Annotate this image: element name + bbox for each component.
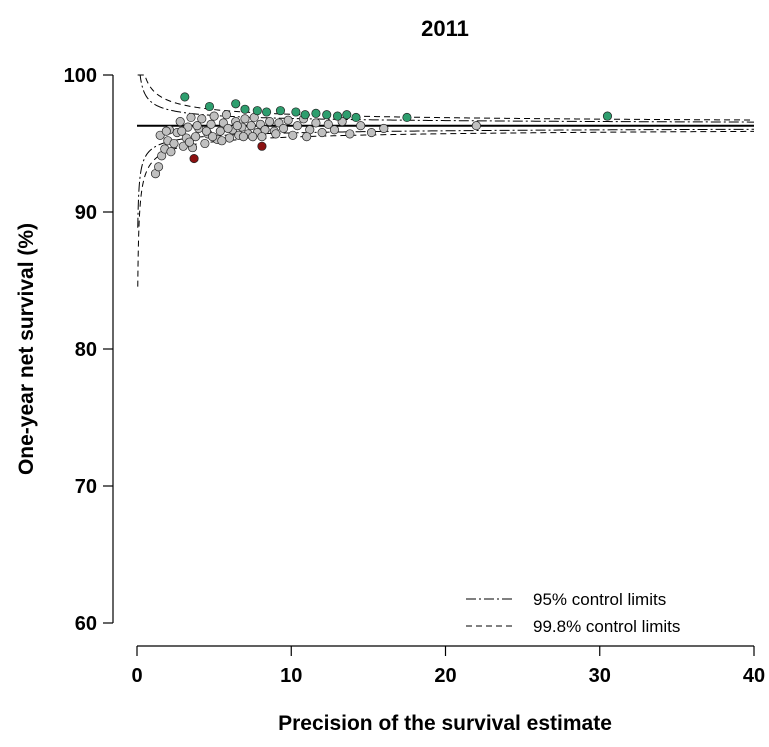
data-point: [175, 117, 185, 127]
y-tick-label: 90: [75, 202, 97, 224]
y-tick-label: 70: [75, 476, 97, 498]
x-tick-label: 10: [280, 665, 302, 687]
data-point: [288, 130, 298, 140]
y-axis-label: One-year net survival (%): [15, 223, 38, 475]
data-point: [322, 110, 332, 120]
data-point: [300, 110, 310, 120]
data-point: [248, 132, 258, 142]
data-point: [257, 141, 267, 151]
data-point: [271, 129, 281, 139]
data-point: [221, 110, 232, 120]
data-point: [252, 106, 262, 116]
control-limit-lines: [137, 74, 755, 287]
data-point: [200, 138, 210, 149]
data-point: [217, 136, 227, 146]
legend-label-95: 95% control limits: [533, 590, 666, 609]
data-point: [342, 110, 352, 120]
data-point: [189, 154, 199, 164]
y-tick-label: 100: [64, 65, 97, 87]
data-point: [180, 92, 190, 102]
data-point: [177, 126, 187, 136]
data-point: [356, 121, 366, 131]
data-point: [379, 123, 389, 133]
data-point: [317, 127, 327, 138]
data-point: [161, 126, 171, 136]
y-tick-label: 60: [75, 613, 97, 635]
data-point: [197, 114, 207, 124]
data-point: [209, 111, 219, 121]
data-point: [246, 121, 256, 131]
data-point: [302, 132, 312, 142]
data-point: [192, 121, 202, 131]
data-point: [208, 132, 218, 142]
data-point: [265, 117, 275, 127]
data-point: [471, 121, 481, 131]
x-tick-label: 20: [434, 665, 456, 687]
data-point: [201, 126, 211, 136]
legend: 95% control limits 99.8% control limits: [466, 590, 680, 636]
data-point: [275, 106, 286, 116]
data-point: [366, 127, 377, 138]
data-points: [150, 92, 613, 179]
data-point: [191, 132, 201, 142]
data-point: [283, 115, 293, 125]
data-point: [240, 104, 250, 114]
data-point: [223, 123, 233, 133]
data-point: [332, 111, 343, 121]
data-point: [240, 114, 250, 124]
data-point: [278, 123, 289, 133]
data-point: [323, 119, 333, 129]
data-point: [311, 118, 321, 128]
data-point: [402, 112, 412, 123]
data-point: [166, 147, 176, 157]
control-limit-curve: [137, 130, 755, 287]
x-tick-label: 30: [589, 665, 611, 687]
data-point: [169, 138, 179, 149]
data-point: [186, 112, 196, 123]
data-point: [238, 132, 248, 142]
data-point: [206, 119, 216, 129]
legend-label-998: 99.8% control limits: [533, 617, 680, 636]
axes: [112, 75, 754, 647]
data-point: [154, 162, 164, 172]
data-point: [262, 107, 272, 117]
data-point: [329, 125, 339, 135]
data-point: [204, 101, 215, 112]
data-point: [291, 107, 301, 117]
x-tick-label: 0: [131, 665, 142, 687]
control-limit-curve: [137, 74, 755, 121]
data-point: [232, 121, 242, 131]
data-point: [351, 112, 361, 123]
data-point: [311, 108, 321, 118]
data-point: [231, 99, 241, 109]
data-point: [292, 121, 302, 131]
x-axis-label: Precision of the survival estimate: [278, 712, 612, 735]
data-point: [184, 137, 194, 147]
data-point: [345, 129, 355, 139]
y-ticks: 60 70 80 90 100: [64, 65, 113, 635]
data-point: [215, 126, 225, 136]
y-tick-label: 80: [75, 339, 97, 361]
data-point: [602, 111, 613, 121]
x-ticks: 0 10 20 30 40: [131, 646, 765, 687]
chart-title: 2011: [421, 16, 469, 41]
control-limit-curve: [137, 128, 755, 228]
x-tick-label: 40: [743, 665, 765, 687]
data-point: [257, 132, 267, 142]
data-point: [225, 133, 235, 143]
